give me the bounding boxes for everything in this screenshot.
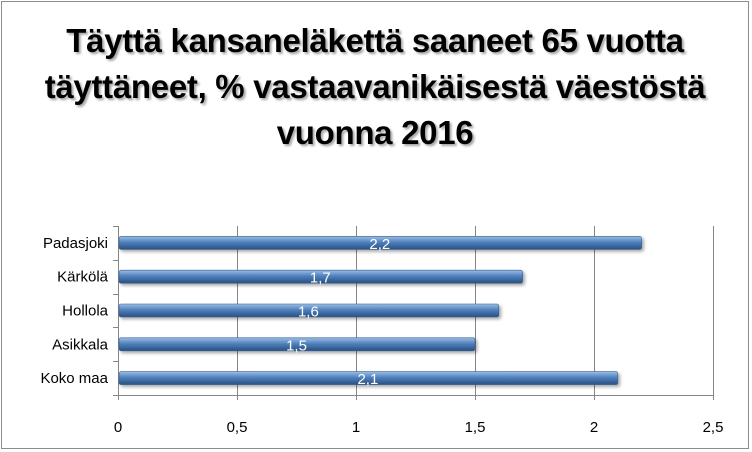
category-label: Koko maa	[40, 370, 108, 387]
x-tick-label: 0	[114, 419, 122, 436]
chart-title: Täyttä kansaneläkettä saaneet 65 vuotta …	[44, 22, 706, 151]
bar-2	[118, 269, 523, 284]
x-tick-label: 1,5	[465, 419, 486, 436]
category-label: Kärkölä	[57, 269, 109, 286]
bars	[118, 236, 642, 385]
x-tick-label: 1	[352, 419, 360, 436]
category-label: Hollola	[62, 303, 109, 320]
x-tick-label: 0,5	[227, 419, 248, 436]
x-tick-label: 2	[590, 419, 598, 436]
data-label: 1,6	[298, 304, 319, 321]
x-tick-label: 2,5	[703, 419, 724, 436]
data-label: 1,7	[310, 270, 331, 287]
bar-5	[118, 371, 619, 385]
labels: 0 0,5 1 1,5 2 2,5 Padasjoki 2,2 Kärkölä 1,7 Hollol…	[40, 235, 723, 436]
bar-1	[118, 236, 642, 250]
data-label: 2,2	[369, 236, 390, 253]
category-label: Asikkala	[52, 336, 109, 353]
axes	[113, 226, 714, 400]
data-label: 2,1	[357, 371, 378, 388]
bar-3	[118, 303, 500, 318]
data-label: 1,5	[286, 337, 307, 354]
category-label: Padasjoki	[43, 235, 108, 252]
bar-4	[118, 337, 476, 352]
